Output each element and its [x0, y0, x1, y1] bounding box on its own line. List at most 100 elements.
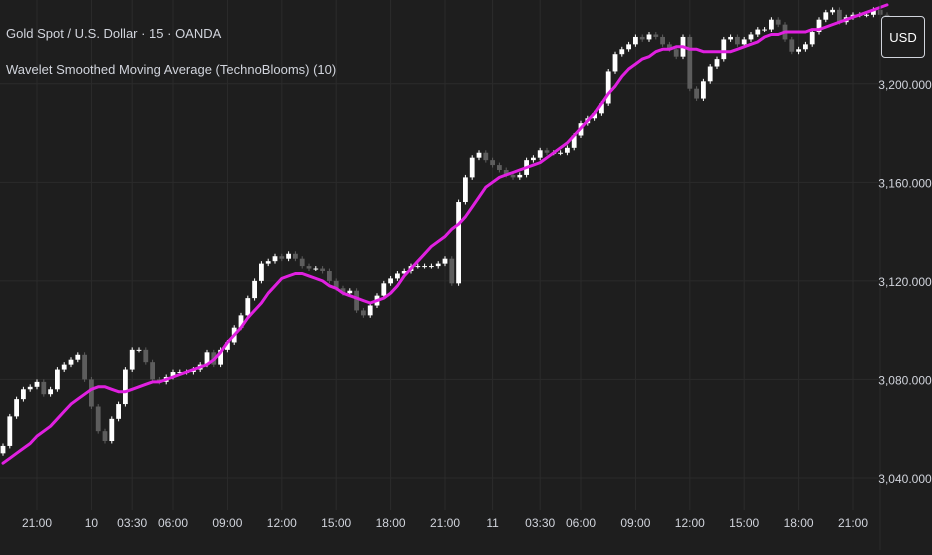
candle-body: [871, 9, 876, 15]
x-tick-label: 21:00: [430, 516, 460, 530]
candle-body: [422, 266, 427, 268]
candle-body: [55, 369, 60, 390]
time-axis[interactable]: 21:00 10 03:30 06:00 09:00 12:00 15:00 18:00 21:…: [22, 516, 868, 530]
x-tick-label: 15:00: [729, 516, 759, 530]
candle-body: [116, 404, 121, 419]
candle-body: [388, 278, 393, 284]
candle-body: [429, 266, 434, 268]
candle-body: [299, 258, 305, 267]
candle-body: [707, 66, 713, 82]
y-tick-label: 3,200.000: [878, 78, 932, 92]
candle-body: [333, 280, 339, 289]
candle-body: [714, 59, 720, 67]
candle-body: [837, 9, 842, 23]
candle-body: [150, 362, 155, 380]
x-tick-label: 21:00: [838, 516, 868, 530]
candle-body: [721, 39, 727, 60]
candle-body: [21, 389, 26, 400]
candle-body: [558, 152, 563, 154]
candle-body: [95, 406, 101, 432]
candle-body: [762, 29, 767, 31]
y-tick-label: 3,080.000: [878, 373, 932, 387]
candle-body: [673, 49, 679, 57]
candle-body: [442, 258, 448, 264]
candle-body: [537, 150, 543, 158]
candle-body: [476, 152, 482, 158]
x-tick-label: 09:00: [620, 516, 650, 530]
price-axis[interactable]: 3,040.000 3,080.000 3,120.000 3,160.000 3,20…: [878, 78, 932, 486]
candle-body: [809, 32, 815, 45]
candle-body: [775, 19, 781, 25]
x-tick-label: 03:30: [117, 516, 147, 530]
candle-body: [14, 399, 19, 417]
candle-body: [646, 34, 652, 40]
candle-body: [612, 54, 618, 72]
candle-body: [109, 418, 115, 442]
indicator-title: Wavelet Smoothed Moving Average (TechnoB…: [6, 62, 337, 77]
candle-body: [667, 44, 672, 50]
candle-body: [741, 39, 747, 45]
candle-body: [803, 44, 808, 50]
candle-body: [823, 12, 829, 20]
candle-body: [592, 113, 597, 119]
candle-body: [41, 381, 47, 395]
candle-body: [354, 290, 359, 311]
candle-body: [265, 261, 271, 264]
candle-body: [89, 379, 94, 407]
candle-body: [626, 44, 631, 50]
candle-body: [340, 288, 346, 294]
candle-body: [605, 71, 611, 104]
candle-body: [619, 49, 625, 55]
chart-title: Gold Spot / U.S. Dollar · 15 · OANDA: [6, 26, 222, 41]
candle-body: [259, 263, 264, 281]
candle-body: [510, 174, 516, 178]
x-tick-label: 15:00: [321, 516, 351, 530]
candle-body: [864, 14, 869, 16]
y-tick-label: 3,120.000: [878, 275, 932, 289]
candle-body: [395, 273, 400, 279]
candle-body: [68, 359, 74, 365]
candle-body: [415, 266, 421, 268]
x-tick-label: 21:00: [22, 516, 52, 530]
candle-body: [381, 283, 387, 296]
candle-body: [82, 354, 87, 380]
candle-body: [735, 36, 740, 45]
y-tick-label: 3,160.000: [878, 176, 932, 190]
currency-button[interactable]: USD: [881, 16, 925, 58]
candle-body: [293, 253, 298, 259]
candle-body: [306, 266, 312, 269]
x-tick-label: 18:00: [784, 516, 814, 530]
candle-body: [687, 36, 693, 89]
candle-body: [27, 386, 33, 390]
candle-body: [796, 49, 801, 52]
x-tick-label: 18:00: [376, 516, 406, 530]
candle-body: [177, 372, 183, 374]
candle-body: [789, 39, 795, 52]
candle-body: [225, 342, 230, 350]
y-tick-label: 3,040.000: [878, 472, 932, 486]
candle-body: [748, 34, 754, 40]
x-tick-label: 12:00: [267, 516, 297, 530]
candle-body: [75, 354, 81, 360]
grid-layer: [0, 0, 878, 510]
x-tick-label: 11: [486, 516, 499, 530]
candle-body: [599, 103, 604, 114]
candle-body: [565, 147, 570, 153]
candle-body: [279, 256, 285, 259]
candle-body: [769, 19, 774, 30]
candle-body: [129, 349, 135, 370]
candle-body: [639, 36, 645, 40]
candle-body: [136, 349, 142, 351]
candle-body: [252, 280, 257, 299]
candle-body: [531, 157, 536, 161]
candle-body: [367, 305, 373, 316]
candle-body: [456, 202, 461, 284]
x-tick-label: 09:00: [212, 516, 242, 530]
candle-body: [272, 256, 278, 262]
candle-body: [401, 271, 407, 274]
ma-layer: [1, 3, 889, 465]
candle-body: [694, 88, 699, 99]
candle-body: [286, 253, 291, 259]
